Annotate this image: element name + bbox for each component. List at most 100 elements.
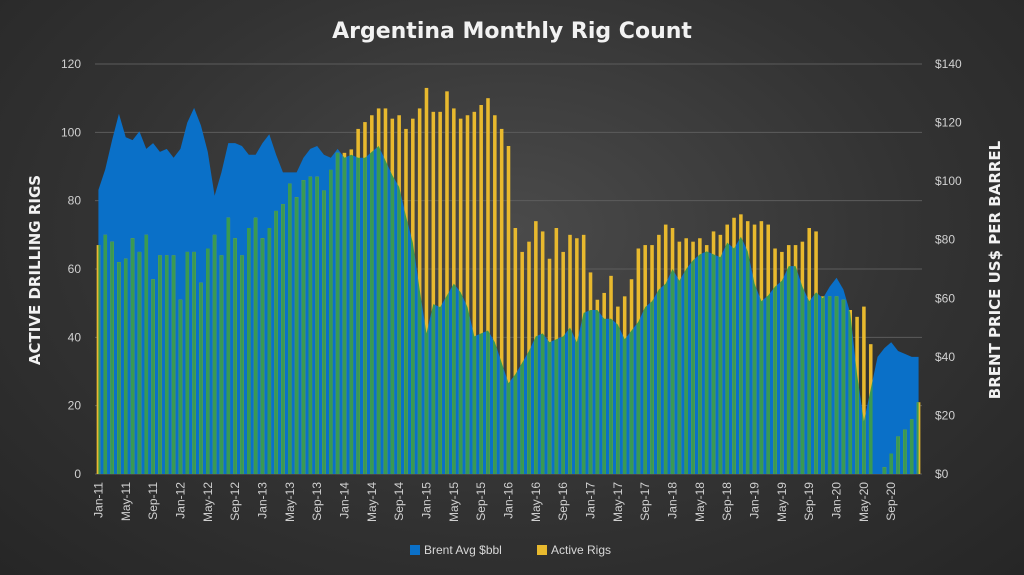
rig-bar-overlap [349,149,354,474]
rig-bar-overlap [827,296,832,474]
rig-bar-overlap [281,204,285,474]
left-tick-label: 20 [68,399,82,413]
rig-bar [486,98,490,475]
rig-bars-layer [96,87,921,475]
rig-bar-overlap [554,228,559,474]
rig-bar-overlap [909,419,914,474]
rig-bar-overlap [780,251,784,474]
rig-bar-overlap [383,108,388,474]
right-tick-label: $80 [935,233,955,247]
rig-bar-overlap [663,224,668,474]
x-tick-label: Jan-20 [830,482,844,519]
rig-bar-overlap [725,224,729,474]
rig-bar-overlap [575,238,579,474]
rig-bar-overlap [404,128,408,474]
rig-bar-overlap [561,251,565,474]
rig-bar-overlap [356,128,360,474]
x-tick-label: May-12 [201,482,215,522]
rig-bar-overlap [411,118,415,474]
rig-bar-overlap [732,217,736,474]
rig-bar [465,115,470,474]
rig-bar-overlap [322,190,326,474]
rig-bar [472,111,477,474]
rig-bar-overlap [643,245,647,474]
left-tick-label: 60 [68,262,82,276]
rig-bar-overlap [520,251,524,474]
rig-bar [445,91,449,474]
rig-bar-overlap [233,238,237,474]
left-tick-label: 80 [68,194,82,208]
rig-bar-overlap [609,275,613,474]
rig-bar-overlap [588,272,593,474]
rig-bar-overlap [151,279,155,474]
rig-bar-overlap [629,279,634,474]
rig-bar-overlap [848,310,853,474]
rig-bar-overlap [882,467,887,474]
right-tick-label: $140 [935,57,962,71]
rig-bar [506,146,511,474]
rig-bar-overlap [397,115,401,474]
rig-bar-overlap [698,238,702,474]
rig-bar [479,105,483,474]
rig-bar-overlap [868,344,873,474]
rig-bar-overlap [417,108,422,474]
x-tick-label: Sep-17 [638,482,652,521]
left-tick-label: 40 [68,330,82,344]
rig-bar-overlap [855,316,859,474]
rig-bar-overlap [205,248,210,474]
rig-bar-overlap [267,228,272,474]
rig-bar-overlap [226,217,231,474]
rig-bar-overlap [903,429,907,474]
right-tick-label: $0 [935,467,949,481]
rig-bar-overlap [452,108,456,474]
rig-bar-overlap [814,231,818,474]
rig-bar-overlap [117,262,121,474]
rig-bar-overlap [288,183,292,474]
right-tick-label: $60 [935,291,955,305]
rig-bar-overlap [130,238,135,474]
rig-bar-overlap [315,176,319,474]
rig-bar [96,245,101,474]
rig-bar [493,115,497,474]
x-tick-label: Jan-13 [255,482,269,519]
x-tick-label: May-20 [857,482,871,522]
legend: Brent Avg $bbl Active Rigs [410,543,611,557]
rig-bar-overlap [527,241,531,474]
rig-bar-overlap [390,118,395,474]
rig-bar-overlap [98,245,101,474]
rig-bar [424,87,429,475]
rig-bar-overlap [158,255,162,474]
legend-label-rigs: Active Rigs [551,543,611,557]
x-axis-ticks: Jan-11 May-11 Sep-11 Jan-12 May-12 Sep-12 Jan-… [91,482,898,522]
x-tick-label: May-17 [611,482,625,522]
rig-bar-overlap [636,248,641,474]
x-tick-label: Jan-12 [173,482,187,519]
rig-bar-overlap [335,152,340,474]
x-tick-label: Jan-17 [584,482,598,519]
rig-bar-overlap [786,245,791,474]
x-tick-label: Sep-15 [474,482,488,521]
rig-bar-overlap [745,221,750,474]
left-tick-label: 120 [61,57,81,71]
rig-bar-overlap [103,234,108,474]
rig-bar-overlap [171,255,176,474]
rig-bar-overlap [841,299,846,474]
rig-bar-overlap [684,238,688,474]
rig-bar-overlap [376,108,381,474]
rig-bar-overlap [622,296,627,474]
rig-bar-overlap [137,251,142,474]
x-tick-label: Sep-20 [884,482,898,521]
right-tick-label: $100 [935,174,962,188]
rig-bar-overlap [329,169,333,474]
rig-bar-overlap [219,255,224,474]
rig-bar-overlap [547,258,552,474]
left-axis-ticks: 0 20 40 60 80 100 120 [61,57,81,481]
legend-label-brent: Brent Avg $bbl [424,543,502,557]
rig-bar-overlap [602,292,606,474]
chart-title: Argentina Monthly Rig Count [332,19,692,44]
x-tick-label: Jan-15 [419,482,433,519]
rig-bar-overlap [581,234,586,474]
rig-bar-overlap [773,248,777,474]
x-tick-label: Sep-14 [392,482,406,521]
